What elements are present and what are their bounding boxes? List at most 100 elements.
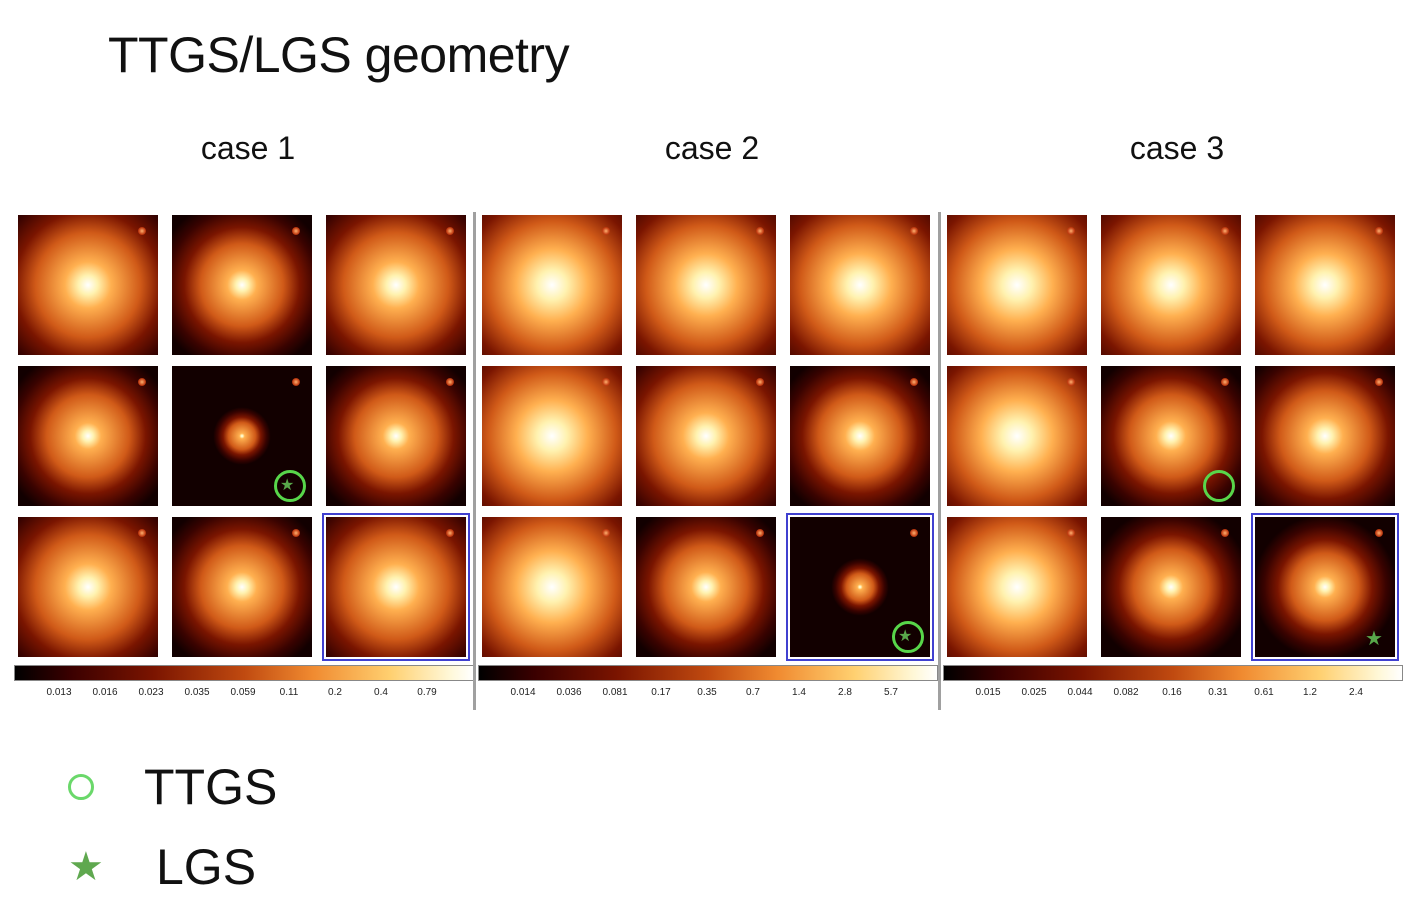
lgs-marker-icon: ★	[280, 477, 295, 494]
colorbar-tick-label: 1.2	[1303, 687, 1317, 698]
psf-grid: ★	[18, 215, 478, 661]
psf-tile	[172, 215, 312, 355]
colorbar-tick-label: 0.082	[1113, 687, 1139, 698]
psf-tile	[482, 366, 622, 506]
colorbar-tick-label: 0.013	[46, 687, 72, 698]
colorbar-tick-label: 0.7	[746, 687, 760, 698]
colorbar-ticks: 0.015 0.025 0.044 0.082 0.16 0.31 0.61 1.2 2.4	[943, 687, 1401, 701]
psf-tile	[18, 517, 158, 657]
secondary-source-dot	[756, 529, 764, 537]
secondary-source-dot	[138, 227, 146, 235]
colorbar-tick-label: 0.025	[1021, 687, 1047, 698]
secondary-source-dot	[910, 378, 918, 386]
colorbar-tick-label: 0.023	[138, 687, 164, 698]
psf-tile	[1255, 215, 1395, 355]
secondary-source-dot	[756, 378, 764, 386]
psf-tile	[947, 366, 1087, 506]
colorbar-tick-label: 0.059	[230, 687, 256, 698]
colorbar-tick-label: 0.035	[184, 687, 210, 698]
ttgs-marker-icon	[1203, 470, 1235, 502]
ttgs-marker-icon	[274, 470, 306, 502]
colorbar-tick-label: 0.081	[602, 687, 628, 698]
psf-tile	[1101, 215, 1241, 355]
secondary-source-dot	[602, 227, 610, 235]
lgs-marker-icon: ★	[1365, 628, 1383, 650]
psf-tile	[790, 215, 930, 355]
colorbar-tick-label: 0.015	[975, 687, 1001, 698]
colorbar-tick-label: 0.35	[697, 687, 717, 698]
psf-tile	[172, 517, 312, 657]
colorbar-tick-label: 0.17	[651, 687, 671, 698]
psf-tile	[1101, 366, 1241, 506]
secondary-source-dot	[446, 529, 454, 537]
colorbar-tick-label: 2.4	[1349, 687, 1363, 698]
secondary-source-dot	[292, 227, 300, 235]
secondary-source-dot	[138, 529, 146, 537]
psf-tile	[947, 215, 1087, 355]
case-label: case 3	[1129, 130, 1225, 166]
psf-tile: ★	[172, 366, 312, 506]
colorbar	[943, 665, 1403, 681]
psf-tile	[326, 366, 466, 506]
psf-tile	[1101, 517, 1241, 657]
colorbar-tick-label: 0.044	[1067, 687, 1093, 698]
lgs-marker-icon: ★	[898, 628, 913, 645]
colorbar-ticks: 0.013 0.016 0.023 0.035 0.059 0.11 0.2 0.4 0.79	[14, 687, 472, 701]
secondary-source-dot	[910, 227, 918, 235]
secondary-source-dot	[292, 378, 300, 386]
psf-tile: ★	[1251, 513, 1399, 661]
case-1-panel: case 1 ★ 0.013 0.016 0.023 0.035 0.059 0.11 0.…	[14, 0, 478, 920]
secondary-source-dot	[292, 529, 300, 537]
colorbar-ticks: 0.014 0.036 0.081 0.17 0.35 0.7 1.4 2.8 5.7	[478, 687, 936, 701]
case-label: case 1	[200, 130, 296, 166]
colorbar-tick-label: 0.31	[1208, 687, 1228, 698]
ttgs-marker-icon	[892, 621, 924, 653]
panel-divider	[938, 212, 941, 710]
psf-tile: ★	[786, 513, 934, 661]
secondary-source-dot	[1067, 227, 1075, 235]
secondary-source-dot	[1375, 529, 1383, 537]
secondary-source-dot	[1221, 529, 1229, 537]
psf-grid: ★	[482, 215, 942, 661]
secondary-source-dot	[602, 378, 610, 386]
colorbar-tick-label: 1.4	[792, 687, 806, 698]
colorbar	[478, 665, 938, 681]
secondary-source-dot	[1375, 227, 1383, 235]
psf-tile	[322, 513, 470, 661]
panel-divider	[473, 212, 476, 710]
colorbar-tick-label: 0.79	[417, 687, 437, 698]
psf-tile	[482, 517, 622, 657]
legend-lgs: ★ LGS	[68, 838, 256, 896]
colorbar-tick-label: 0.61	[1254, 687, 1274, 698]
colorbar-tick-label: 0.036	[556, 687, 582, 698]
colorbar-tick-label: 5.7	[884, 687, 898, 698]
secondary-source-dot	[138, 378, 146, 386]
colorbar-tick-label: 0.2	[328, 687, 342, 698]
secondary-source-dot	[1221, 227, 1229, 235]
case-2-panel: case 2 ★ 0.014 0.036 0.081 0.17 0.35 0.7 1.4 2.…	[478, 0, 942, 920]
slide-title: TTGS/LGS geometry	[108, 27, 570, 83]
case-3-panel: case 3 ★ 0.015 0.025 0.044 0.082 0.16 0.31 0.6…	[943, 0, 1407, 920]
secondary-source-dot	[1375, 378, 1383, 386]
secondary-source-dot	[1067, 378, 1075, 386]
secondary-source-dot	[1067, 529, 1075, 537]
psf-tile	[326, 215, 466, 355]
secondary-source-dot	[446, 227, 454, 235]
psf-tile	[636, 215, 776, 355]
psf-grid: ★	[947, 215, 1407, 661]
secondary-source-dot	[756, 227, 764, 235]
case-label: case 2	[664, 130, 760, 166]
colorbar-tick-label: 0.16	[1162, 687, 1182, 698]
lgs-star-icon: ★	[68, 845, 104, 889]
psf-tile	[790, 366, 930, 506]
legend-ttgs: TTGS	[68, 758, 277, 816]
colorbar-tick-label: 0.016	[92, 687, 118, 698]
legend-ttgs-label: TTGS	[144, 759, 278, 815]
colorbar-tick-label: 2.8	[838, 687, 852, 698]
secondary-source-dot	[446, 378, 454, 386]
psf-tile	[636, 517, 776, 657]
psf-tile	[636, 366, 776, 506]
colorbar	[14, 665, 474, 681]
psf-tile	[947, 517, 1087, 657]
colorbar-tick-label: 0.4	[374, 687, 388, 698]
